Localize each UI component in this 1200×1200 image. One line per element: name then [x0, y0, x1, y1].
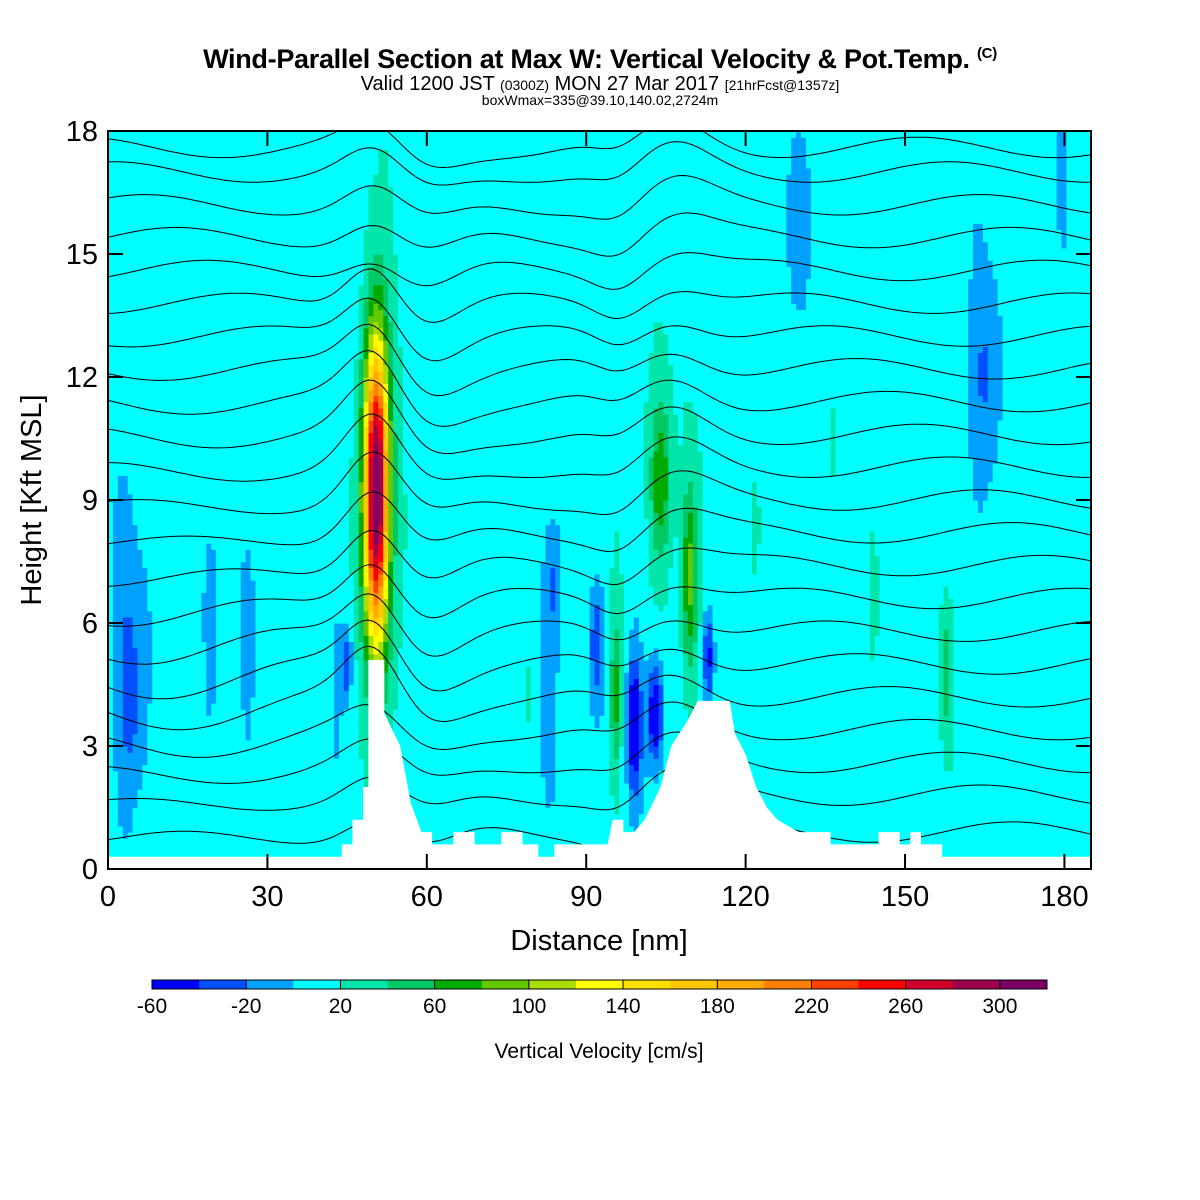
colorbar-tick-label: 60 [423, 995, 446, 1018]
y-axis-label: Height [Kft MSL] [16, 394, 48, 605]
theta-contour [108, 701, 1091, 758]
potential-temperature-contours [108, 131, 1091, 852]
valid-date: MON 27 Mar 2017 [555, 73, 720, 95]
theta-contour [108, 765, 1091, 811]
theta-contour [108, 491, 1091, 553]
colorbar-tick-label: 300 [982, 995, 1017, 1018]
colorbar: -60 -20 20 60 100 140 180 220 260 300 [137, 979, 1048, 1018]
colorbar-swatch [905, 980, 954, 989]
y-axis: 0 3 6 9 12 15 18 [66, 116, 1091, 886]
y-tick-label: 6 [82, 608, 98, 640]
theta-contour [108, 131, 1091, 169]
valid-time: Valid 1200 JST [361, 73, 495, 95]
x-tick-label: 60 [411, 881, 443, 913]
colorbar-swatch [528, 980, 577, 989]
colorbar-swatch [717, 980, 765, 989]
x-tick-label: 0 [100, 881, 116, 913]
x-tick-label: 120 [721, 881, 769, 913]
colorbar-tick-label: -60 [137, 995, 167, 1018]
chart-subtitle: Valid 1200 JST (0300Z) MON 27 Mar 2017 [… [0, 73, 1200, 96]
colorbar-tick-label: 140 [606, 995, 641, 1018]
theta-contour [108, 141, 1091, 186]
theta-contour [108, 349, 1091, 427]
theta-contour [108, 413, 1091, 482]
theta-contour [108, 451, 1091, 516]
colorbar-swatch [811, 980, 859, 989]
y-tick-label: 0 [82, 854, 98, 886]
theta-contour [108, 619, 1091, 700]
y-tick-label: 15 [66, 239, 98, 271]
theta-contour [108, 252, 1091, 290]
colorbar-label: Vertical Velocity [cm/s] [495, 1040, 704, 1063]
y-tick-label: 9 [82, 485, 98, 517]
theta-contour [108, 564, 1091, 627]
colorbar-swatch [670, 980, 718, 989]
colorbar-swatch [199, 980, 247, 989]
colorbar-tick-label: 100 [511, 995, 546, 1018]
x-axis: 0 30 60 90 120 150 180 [100, 131, 1089, 913]
theta-contour [108, 379, 1091, 455]
copyright-mark: (C) [977, 45, 997, 62]
chart-title-text: Wind-Parallel Section at Max W: Vertical… [203, 44, 970, 74]
theta-contour [108, 731, 1091, 784]
colorbar-swatch [952, 980, 1001, 989]
colorbar-swatch [387, 980, 436, 989]
chart-title: Wind-Parallel Section at Max W: Vertical… [0, 44, 1200, 75]
colorbar-tick-label: 20 [329, 995, 352, 1018]
colorbar-swatch [340, 980, 388, 989]
colorbar-swatch [246, 980, 294, 989]
x-tick-label: 180 [1040, 881, 1088, 913]
theta-contour [108, 593, 1091, 665]
theta-contour [108, 174, 1091, 220]
theta-contour [108, 323, 1091, 397]
colorbar-swatch [481, 980, 530, 989]
theta-contour [108, 268, 1091, 323]
y-tick-label: 18 [66, 116, 98, 148]
theta-contour [108, 212, 1091, 257]
colorbar-swatch [623, 980, 671, 989]
colorbar-tick-label: 220 [794, 995, 829, 1018]
colorbar-swatch [764, 980, 812, 989]
x-axis-label: Distance [nm] [510, 925, 687, 957]
theta-contour [108, 529, 1091, 587]
colorbar-tick-label: 180 [700, 995, 735, 1018]
plot-area [108, 131, 1091, 869]
box-info: boxWmax=335@39.10,140.02,2724m [0, 92, 1200, 108]
y-tick-label: 12 [66, 362, 98, 394]
x-tick-label: 30 [251, 881, 283, 913]
x-tick-label: 150 [881, 881, 929, 913]
colorbar-tick-label: -20 [231, 995, 261, 1018]
theta-contour [108, 645, 1091, 731]
vertical-velocity-field [108, 131, 1091, 869]
theta-contour [108, 297, 1091, 362]
colorbar-tick-label: 260 [888, 995, 923, 1018]
colorbar-swatch [293, 980, 341, 989]
forecast-info: [21hrFcst@1357z] [725, 77, 840, 93]
colorbar-swatch [575, 980, 624, 989]
y-tick-label: 3 [82, 731, 98, 763]
colorbar-swatch [858, 980, 907, 989]
colorbar-swatch [999, 980, 1048, 989]
colorbar-swatch [152, 980, 200, 989]
x-tick-label: 90 [570, 881, 602, 913]
valid-utc: (0300Z) [500, 77, 549, 93]
colorbar-swatch [434, 980, 483, 989]
